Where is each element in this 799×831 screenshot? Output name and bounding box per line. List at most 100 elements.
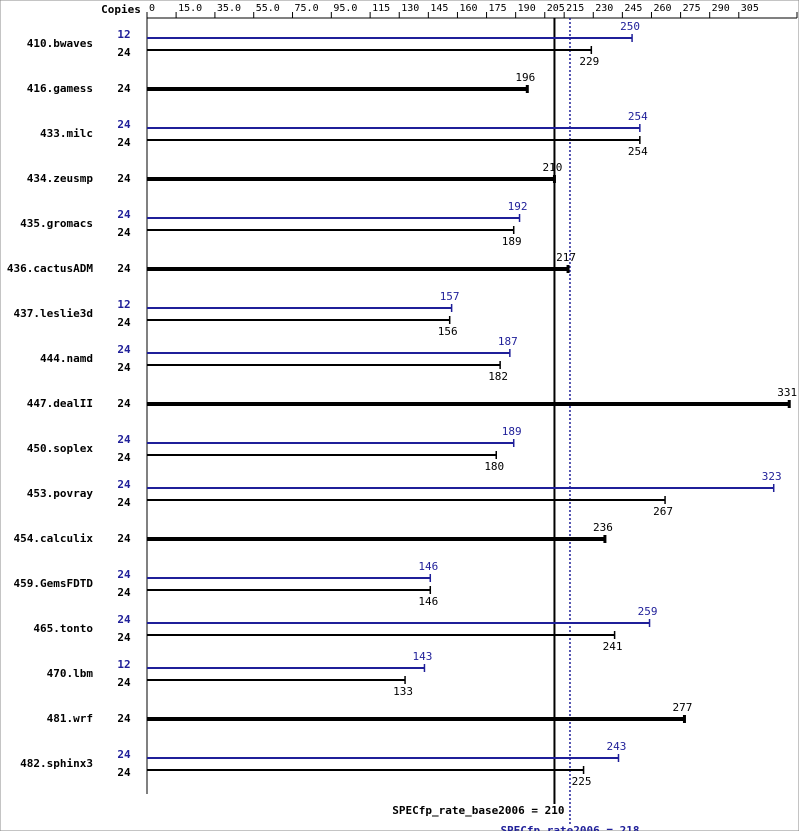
bar bbox=[147, 717, 685, 721]
value-label: 196 bbox=[515, 71, 535, 84]
copies-label: 24 bbox=[117, 712, 131, 725]
bar bbox=[147, 217, 520, 219]
bar bbox=[147, 49, 592, 51]
benchmark-name: 444.namd bbox=[40, 352, 93, 365]
copies-label: 24 bbox=[117, 676, 131, 689]
copies-label: 24 bbox=[117, 343, 131, 356]
benchmark-name: 481.wrf bbox=[47, 712, 93, 725]
x-tick-label: 15.0 bbox=[178, 3, 202, 14]
bar bbox=[147, 634, 615, 636]
value-label: 217 bbox=[556, 251, 576, 264]
bar bbox=[147, 577, 431, 579]
x-tick-label: 305 bbox=[741, 3, 759, 14]
x-tick-label: 205 bbox=[547, 3, 565, 14]
value-label: 133 bbox=[393, 685, 413, 698]
bar bbox=[147, 127, 640, 129]
x-tick-label: 290 bbox=[712, 3, 730, 14]
value-label: 225 bbox=[572, 775, 592, 788]
benchmark-name: 453.povray bbox=[27, 487, 94, 500]
value-label: 157 bbox=[440, 290, 460, 303]
benchmark-name: 416.gamess bbox=[27, 82, 93, 95]
benchmark-name: 482.sphinx3 bbox=[20, 757, 93, 770]
bar bbox=[147, 37, 633, 39]
value-label: 146 bbox=[418, 595, 438, 608]
copies-label: 24 bbox=[117, 532, 131, 545]
x-tick-label: 95.0 bbox=[333, 3, 357, 14]
value-label: 323 bbox=[762, 470, 782, 483]
benchmark-name: 450.soplex bbox=[27, 442, 94, 455]
value-label: 277 bbox=[673, 701, 693, 714]
x-tick-label: 260 bbox=[653, 3, 671, 14]
copies-label: 12 bbox=[117, 658, 130, 671]
copies-label: 24 bbox=[117, 433, 131, 446]
value-label: 182 bbox=[488, 370, 508, 383]
copies-label: 24 bbox=[117, 82, 131, 95]
value-label: 146 bbox=[418, 560, 438, 573]
bar bbox=[147, 402, 790, 406]
x-tick-label: 75.0 bbox=[295, 3, 319, 14]
benchmark-name: 435.gromacs bbox=[20, 217, 93, 230]
value-label: 189 bbox=[502, 235, 522, 248]
copies-label: 12 bbox=[117, 298, 130, 311]
bar bbox=[147, 177, 555, 181]
bar bbox=[147, 139, 640, 141]
bar bbox=[147, 757, 619, 759]
x-tick-label: 115 bbox=[372, 3, 390, 14]
value-label: 241 bbox=[603, 640, 623, 653]
bar bbox=[147, 537, 605, 541]
bar bbox=[147, 679, 406, 681]
bar bbox=[147, 769, 584, 771]
value-label: 331 bbox=[777, 386, 797, 399]
value-label: 189 bbox=[502, 425, 522, 438]
copies-label: 24 bbox=[117, 208, 131, 221]
bar bbox=[147, 87, 528, 91]
bar bbox=[147, 442, 514, 444]
x-tick-label: 0 bbox=[149, 3, 155, 14]
bar bbox=[147, 667, 425, 669]
x-tick-label: 55.0 bbox=[256, 3, 280, 14]
x-tick-label: 190 bbox=[518, 3, 536, 14]
value-label: 192 bbox=[508, 200, 528, 213]
x-tick-label: 245 bbox=[624, 3, 642, 14]
copies-label: 24 bbox=[117, 172, 131, 185]
benchmark-name: 436.cactusADM bbox=[7, 262, 93, 275]
value-label: 229 bbox=[579, 55, 599, 68]
copies-label: 24 bbox=[117, 46, 131, 59]
benchmark-name: 465.tonto bbox=[33, 622, 93, 635]
x-tick-label: 160 bbox=[459, 3, 477, 14]
copies-label: 24 bbox=[117, 613, 131, 626]
bar bbox=[147, 229, 514, 231]
benchmark-name: 434.zeusmp bbox=[27, 172, 94, 185]
copies-title: Copies bbox=[101, 3, 141, 16]
value-label: 259 bbox=[638, 605, 658, 618]
value-label: 180 bbox=[484, 460, 504, 473]
copies-label: 24 bbox=[117, 136, 131, 149]
copies-label: 24 bbox=[117, 262, 131, 275]
bar bbox=[147, 319, 450, 321]
x-tick-label: 215 bbox=[566, 3, 584, 14]
copies-label: 24 bbox=[117, 226, 131, 239]
reference-label: SPECfp_rate_base2006 = 210 bbox=[392, 804, 564, 817]
bar bbox=[147, 454, 497, 456]
benchmark-name: 410.bwaves bbox=[27, 37, 93, 50]
bar bbox=[147, 307, 452, 309]
benchmark-name: 433.milc bbox=[40, 127, 93, 140]
copies-label: 12 bbox=[117, 28, 130, 41]
benchmark-name: 437.leslie3d bbox=[14, 307, 93, 320]
benchmark-name: 447.dealII bbox=[27, 397, 93, 410]
copies-label: 24 bbox=[117, 568, 131, 581]
value-label: 210 bbox=[543, 161, 563, 174]
bar bbox=[147, 267, 569, 271]
value-label: 267 bbox=[653, 505, 673, 518]
x-tick-label: 145 bbox=[430, 3, 448, 14]
benchmark-name: 454.calculix bbox=[14, 532, 94, 545]
x-tick-label: 230 bbox=[595, 3, 613, 14]
value-label: 236 bbox=[593, 521, 613, 534]
value-label: 143 bbox=[413, 650, 433, 663]
copies-label: 24 bbox=[117, 118, 131, 131]
bar bbox=[147, 352, 510, 354]
copies-label: 24 bbox=[117, 397, 131, 410]
copies-label: 24 bbox=[117, 748, 131, 761]
bar bbox=[147, 589, 431, 591]
